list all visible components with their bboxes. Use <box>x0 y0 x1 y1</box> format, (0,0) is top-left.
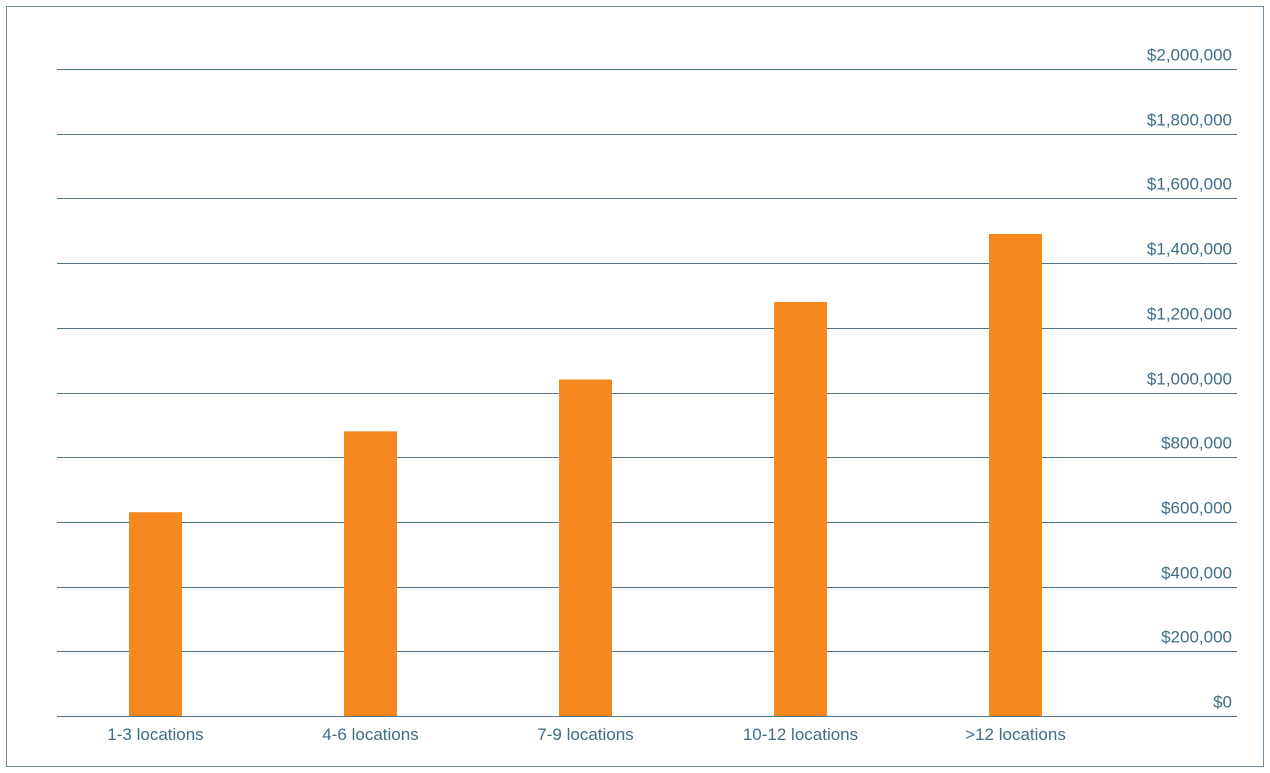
y-tick-label: $1,800,000 <box>1147 111 1232 130</box>
y-tick-label: $600,000 <box>1161 499 1232 518</box>
y-tick-label: $400,000 <box>1161 564 1232 583</box>
bar <box>129 512 182 716</box>
x-axis-category-labels: 1-3 locations 4-6 locations 7-9 locations 1… <box>107 725 1066 744</box>
chart-frame <box>6 6 1264 767</box>
y-axis-tick-labels: $0 $200,000 $400,000 $600,000 $800,000 $1,000… <box>1147 46 1232 712</box>
bar <box>344 431 397 716</box>
x-category-label: 7-9 locations <box>537 725 633 744</box>
y-tick-label: $1,200,000 <box>1147 305 1232 324</box>
y-tick-label: $1,600,000 <box>1147 175 1232 194</box>
y-tick-label: $800,000 <box>1161 434 1232 453</box>
y-tick-label: $2,000,000 <box>1147 46 1232 65</box>
x-category-label: 1-3 locations <box>107 725 203 744</box>
gridlines <box>57 69 1237 717</box>
bar <box>774 301 827 716</box>
y-tick-label: $200,000 <box>1161 628 1232 647</box>
y-tick-label: $1,000,000 <box>1147 370 1232 389</box>
bars <box>129 233 1042 717</box>
y-tick-label: $0 <box>1213 693 1232 712</box>
bar <box>989 233 1042 717</box>
bar <box>559 379 612 716</box>
x-category-label: 4-6 locations <box>322 725 418 744</box>
y-tick-label: $1,400,000 <box>1147 240 1232 259</box>
x-category-label: 10-12 locations <box>743 725 858 744</box>
x-category-label: >12 locations <box>965 725 1066 744</box>
